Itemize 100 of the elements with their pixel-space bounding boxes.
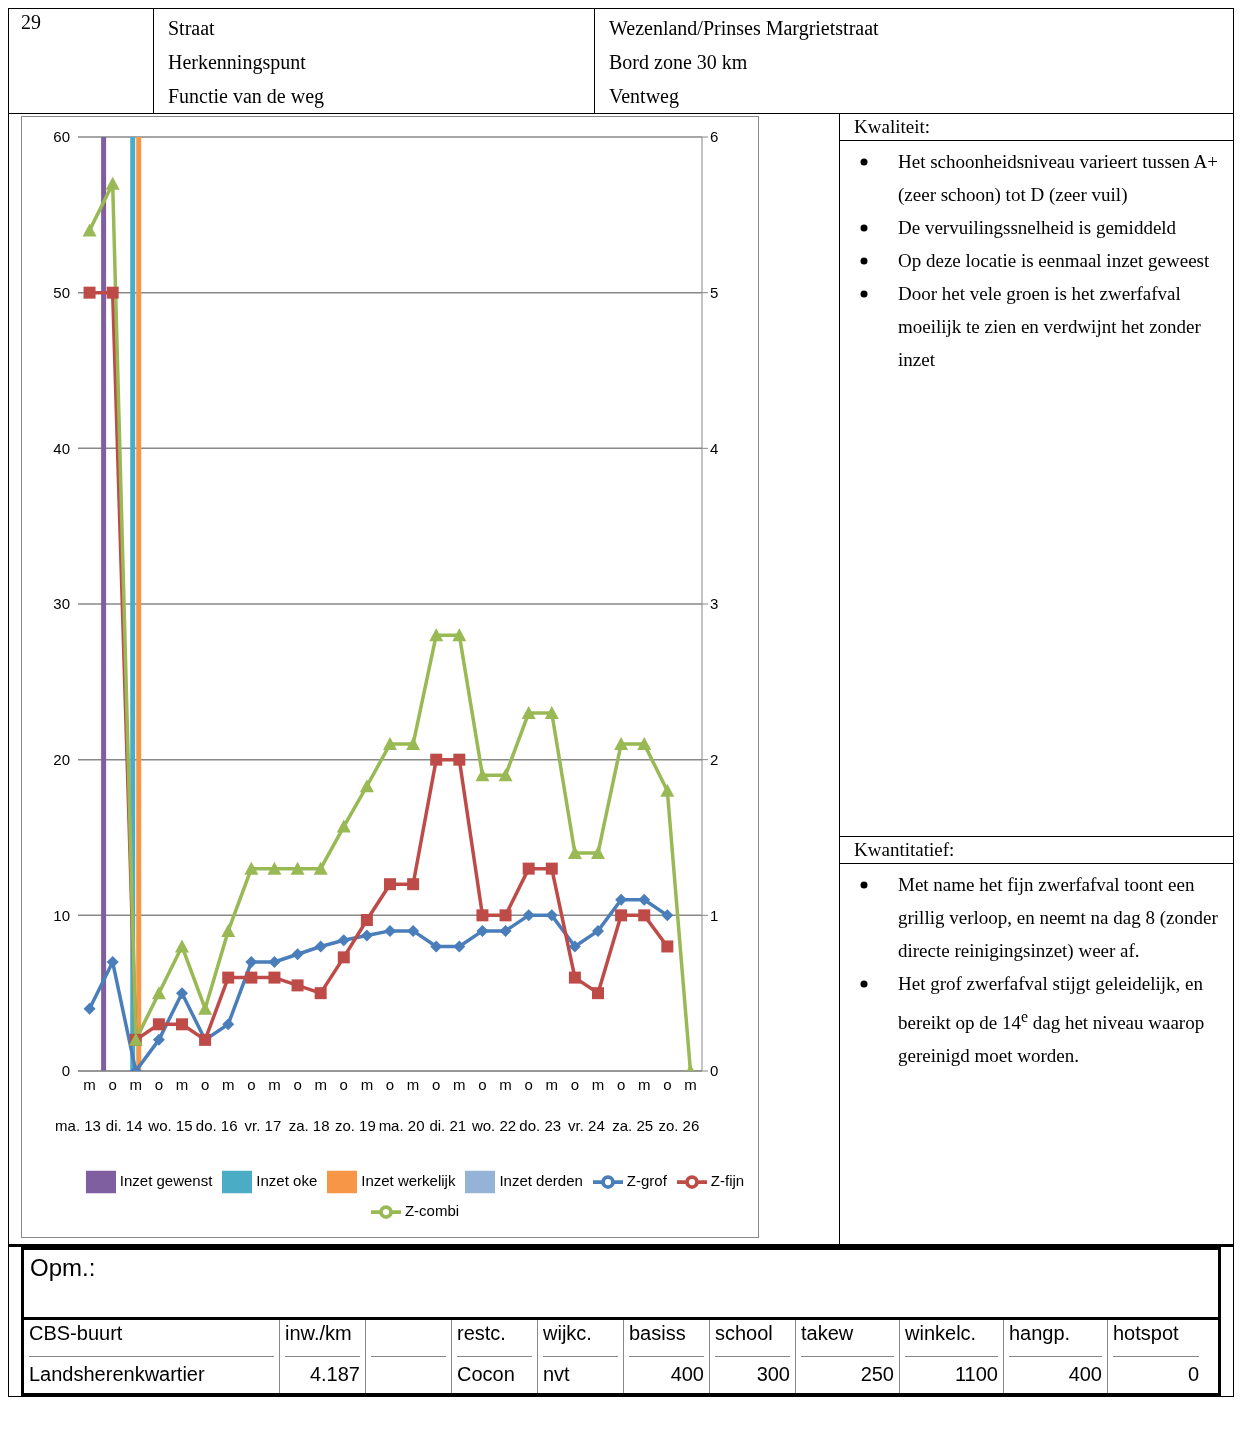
y2-tick-label: 3	[710, 595, 719, 613]
x-tick-label: m	[129, 1075, 143, 1093]
y-tick-label: 0	[61, 1062, 70, 1080]
x-tick-label: m	[221, 1075, 235, 1093]
point	[498, 768, 513, 782]
text: ma. 13	[55, 1117, 101, 1134]
point	[637, 737, 652, 751]
text: nvt	[543, 1363, 570, 1385]
point	[221, 923, 236, 937]
y2-tick-label: 1	[710, 906, 719, 924]
legend-label: Z-fijn	[710, 1171, 745, 1189]
y-tick-label: 10	[53, 906, 70, 924]
point	[152, 1033, 165, 1046]
x-tick-label: o	[432, 1075, 441, 1093]
x-tick-label: o	[663, 1075, 672, 1093]
x-tick-label: o	[339, 1075, 348, 1093]
text: do. 23	[519, 1117, 562, 1134]
category-label: basiss	[629, 1322, 686, 1344]
x-tick-label: o	[293, 1075, 302, 1093]
legend-label: Inzet gewenst	[119, 1171, 213, 1189]
category-label: Functie van de weg	[168, 85, 325, 107]
text: vr. 17	[244, 1117, 282, 1134]
point	[429, 628, 444, 642]
point	[267, 861, 282, 875]
legend-label: Z-combi	[404, 1201, 460, 1219]
point	[383, 737, 397, 751]
x-tick-label: m	[684, 1075, 697, 1093]
point	[452, 628, 467, 642]
point	[176, 987, 188, 1000]
point	[522, 909, 535, 922]
point	[82, 223, 97, 237]
point	[152, 1018, 165, 1031]
point	[151, 986, 166, 1000]
x-tick-label: m	[545, 1075, 559, 1093]
legend-label: Inzet derden	[499, 1171, 583, 1189]
text: 400	[670, 1363, 704, 1385]
category-label: restc.	[457, 1322, 506, 1344]
point	[660, 783, 675, 797]
point	[313, 861, 328, 875]
text: za. 18	[288, 1117, 330, 1134]
legend-label: Z-grof	[626, 1171, 667, 1189]
y2-tick-label: 5	[710, 283, 719, 301]
text: Bord zone 30 km	[609, 51, 748, 73]
y-tick-label: 50	[53, 283, 70, 301]
category-label: takew	[801, 1322, 854, 1344]
text: Landsherenkwartier	[29, 1363, 205, 1385]
point	[522, 862, 535, 875]
x-tick-label: o	[200, 1075, 210, 1093]
text: Ventweg	[609, 85, 679, 107]
point	[337, 951, 350, 964]
text: zo. 19	[334, 1117, 376, 1134]
y-tick-label: 60	[53, 128, 70, 146]
point	[360, 914, 373, 926]
point	[407, 878, 420, 891]
category-label: hangp.	[1009, 1322, 1071, 1344]
y-tick-label: 20	[53, 750, 70, 768]
point	[336, 819, 351, 833]
category-label: school	[715, 1322, 773, 1344]
point	[638, 893, 651, 906]
legend-label: Inzet werkelijk	[361, 1171, 456, 1189]
point	[453, 753, 466, 766]
text: zo. 26	[658, 1117, 700, 1134]
text: do. 16	[195, 1117, 238, 1134]
text: Met name het fijn zwerfafval toont een grillig verloop, en neemt na dag 8 (zonder directe reinigingsinzet) weer af.	[898, 874, 1218, 961]
point	[83, 286, 96, 299]
point	[105, 176, 120, 190]
point	[314, 940, 327, 953]
text: di. 14	[105, 1117, 143, 1134]
point	[359, 779, 374, 793]
point	[615, 909, 628, 922]
text: za. 25	[612, 1117, 654, 1134]
point	[544, 705, 559, 719]
point	[384, 878, 396, 891]
point	[268, 956, 281, 969]
point	[198, 1001, 213, 1015]
point	[476, 909, 489, 922]
text: Het grof zwerfafval stijgt geleidelijk, en bereikt op de 14$^{e}$ dag het niveau waarop gereinigd moet worden.	[898, 973, 1205, 1067]
point	[176, 1018, 188, 1031]
point	[360, 929, 373, 942]
point	[545, 862, 558, 875]
point	[567, 846, 582, 860]
y2-tick-label: 6	[710, 128, 719, 146]
y2-tick-label: 4	[710, 439, 719, 457]
x-tick-label: o	[524, 1075, 533, 1093]
point	[106, 286, 119, 299]
point	[592, 924, 604, 937]
category-label: hotspot	[1113, 1322, 1179, 1344]
category-label: winkelc.	[905, 1322, 977, 1344]
point	[290, 861, 305, 875]
category-label: inw./km	[285, 1322, 352, 1344]
x-tick-label: o	[247, 1075, 256, 1093]
text: Wezenland/Prinses Margrietstraat	[609, 17, 879, 39]
point	[499, 909, 512, 922]
x-tick-label: m	[83, 1075, 96, 1093]
x-tick-label: o	[478, 1075, 487, 1093]
x-tick-label: m	[453, 1075, 466, 1093]
text: Cocon	[457, 1363, 515, 1385]
x-tick-label: m	[406, 1075, 420, 1093]
point	[592, 987, 604, 1000]
text: Kwantitatief:	[854, 839, 955, 860]
